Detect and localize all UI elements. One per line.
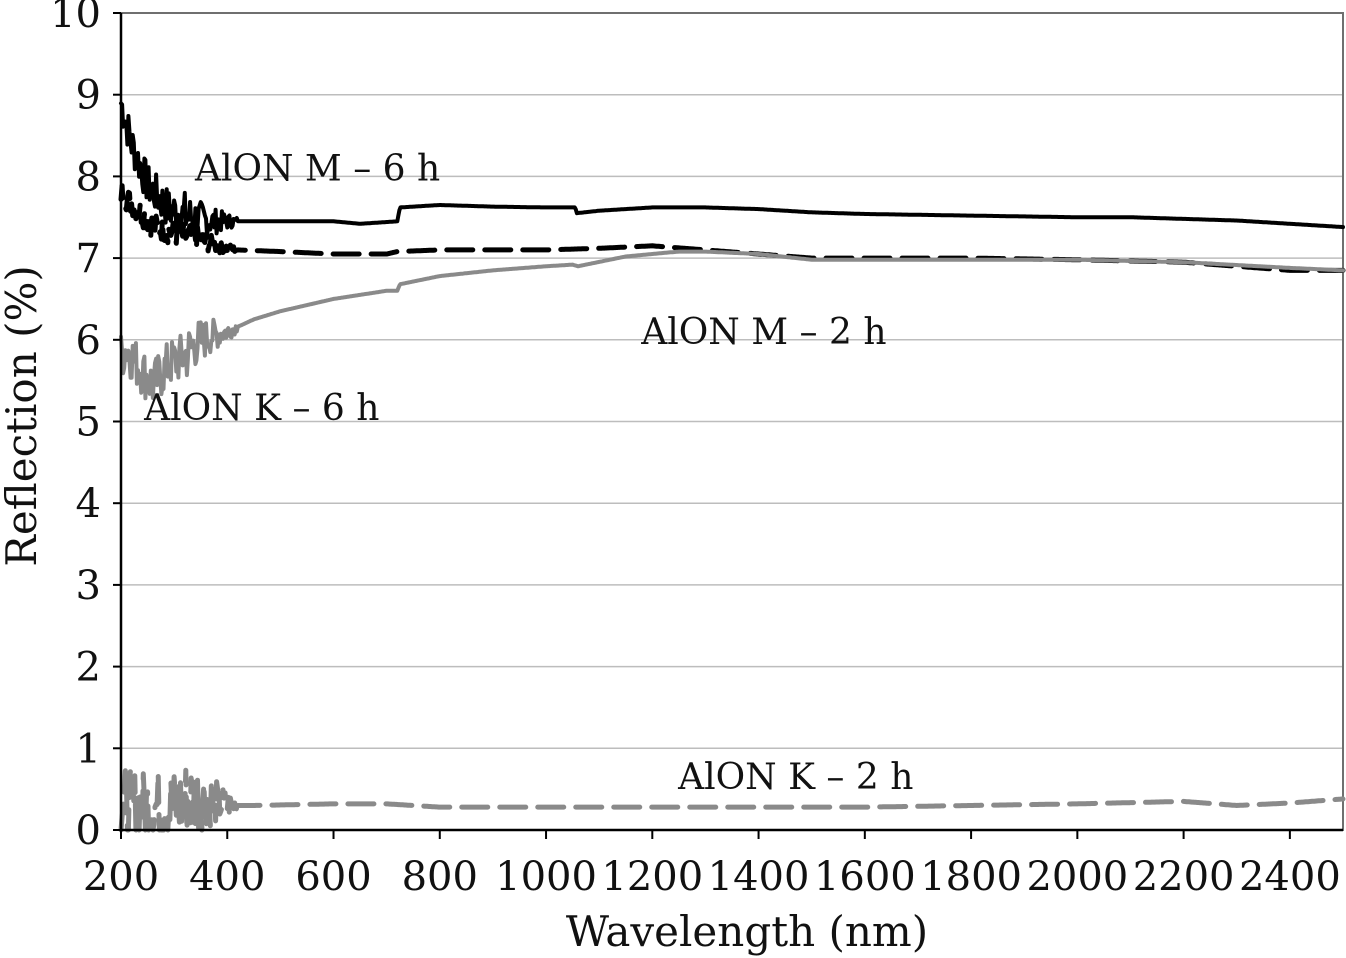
series-label: AlON K – 6 h	[143, 388, 379, 429]
x-tick-label: 600	[295, 854, 371, 900]
series-labels: AlON M – 6 h AlON M – 2 h AlON K – 6 h AlON…	[143, 148, 913, 798]
x-tick-label: 1600	[814, 854, 916, 900]
series-label: AlON K – 2 h	[677, 757, 913, 798]
x-axis-title: Wavelength (nm)	[566, 907, 928, 956]
series-line-3	[119, 249, 1345, 401]
y-tick-label: 0	[76, 808, 101, 854]
x-tick-label: 1800	[920, 854, 1022, 900]
x-tick-label: 1200	[601, 854, 703, 900]
x-tick-labels: 200 400 600 800 1000 1200 1400 1600 1800 2000 2200…	[83, 830, 1341, 900]
y-tick-label: 10	[50, 0, 101, 37]
y-axis-title: Reflection (%)	[0, 265, 46, 567]
series-layer	[118, 101, 1346, 833]
y-tick-label: 6	[76, 318, 101, 364]
gridlines	[121, 12, 1343, 750]
y-tick-label: 9	[76, 73, 101, 119]
y-tick-label: 1	[76, 726, 101, 772]
x-tick-label: 800	[402, 854, 478, 900]
y-tick-label: 4	[76, 481, 101, 527]
y-tick-label: 7	[76, 236, 101, 282]
x-tick-label: 2000	[1026, 854, 1128, 900]
x-tick-label: 1000	[495, 854, 597, 900]
y-tick-label: 8	[76, 154, 101, 200]
series-label: AlON M – 2 h	[640, 312, 886, 353]
y-tick-labels: 0 1 2 3 4 5 6 7 8 9 10	[50, 0, 121, 854]
x-tick-label: 2400	[1239, 854, 1341, 900]
series-line-1	[119, 101, 1345, 238]
x-tick-label: 200	[83, 854, 159, 900]
y-tick-label: 5	[76, 400, 101, 446]
x-tick-label: 2200	[1133, 854, 1235, 900]
x-tick-label: 400	[189, 854, 265, 900]
y-tick-label: 2	[76, 645, 101, 691]
x-tick-label: 1400	[708, 854, 810, 900]
y-tick-label: 3	[76, 563, 101, 609]
series-line-4	[118, 766, 1346, 833]
series-label: AlON M – 6 h	[194, 148, 440, 189]
